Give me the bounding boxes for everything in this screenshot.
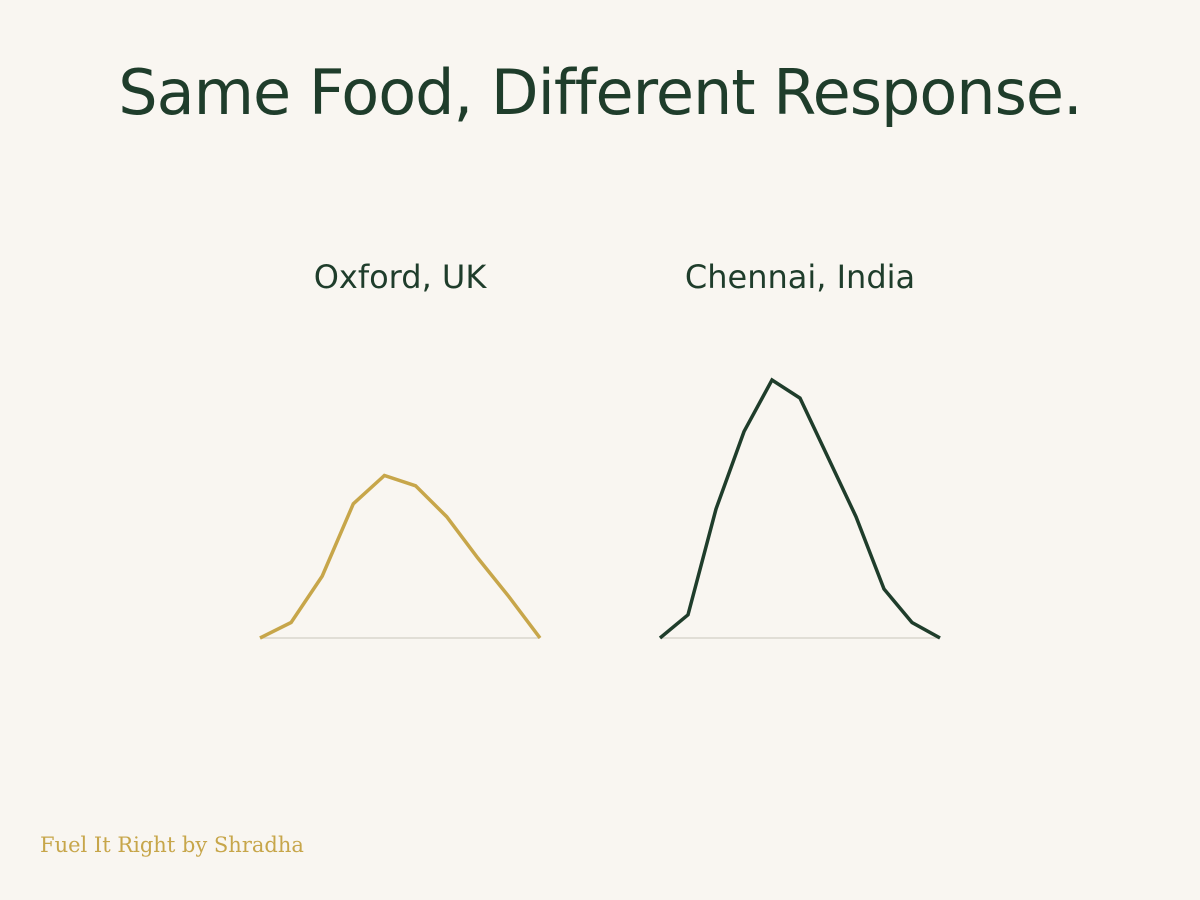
brand-footer: Fuel It Right by Shradha bbox=[40, 833, 304, 857]
series-line-oxford bbox=[259, 473, 542, 640]
chart-title-chennai: Chennai, India bbox=[684, 258, 916, 296]
page-title: Same Food, Different Response. bbox=[118, 56, 1083, 129]
chart-title-oxford: Oxford, UK bbox=[313, 258, 487, 296]
series-line-chennai bbox=[658, 377, 941, 640]
